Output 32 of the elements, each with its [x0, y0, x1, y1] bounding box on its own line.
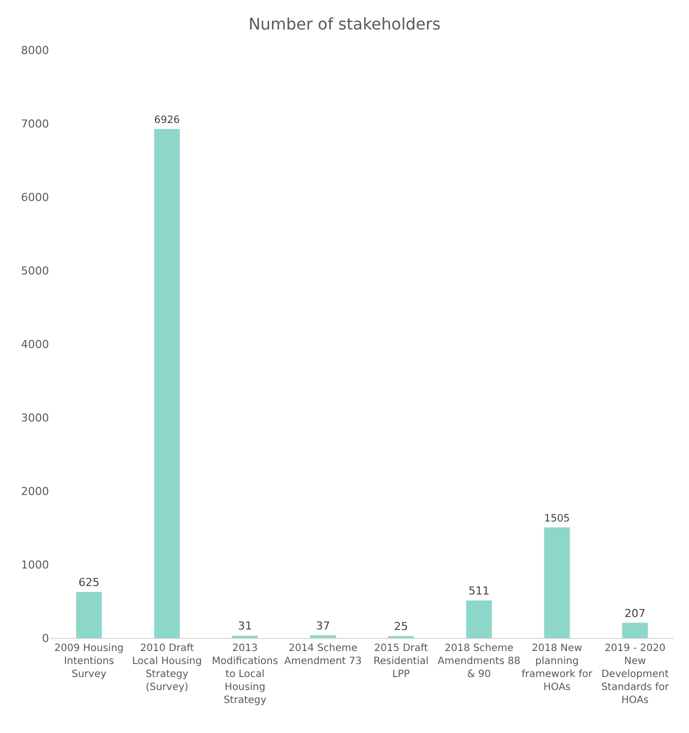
- bar: [544, 527, 570, 638]
- y-tick-label: 0: [42, 632, 49, 645]
- bar: [622, 622, 648, 638]
- bar: [310, 635, 336, 638]
- bar: [154, 128, 180, 638]
- x-tick-label: 2018 New planning framework for HOAs: [522, 643, 594, 693]
- data-label: 31: [238, 620, 252, 633]
- x-tick-label: 2013 Modifications to Local Housing Strategy: [212, 643, 278, 706]
- data-label: 1505: [544, 514, 570, 525]
- x-tick-label: 2010 Draft Local Housing Strategy (Survey): [132, 643, 202, 693]
- data-label: 625: [78, 576, 100, 590]
- bar: [76, 592, 102, 638]
- chart-title: Number of stakeholders: [248, 14, 441, 34]
- y-tick-label: 3000: [21, 411, 49, 424]
- y-tick-label: 5000: [21, 264, 49, 278]
- x-tick-label: 2009 Housing Intentions Survey: [54, 643, 124, 680]
- data-label: 207: [624, 606, 646, 620]
- x-tick-label: 2018 Scheme Amendments 88 & 90: [438, 643, 520, 680]
- x-tick-label: 2019 - 2020 New Development Standards for HOAs: [601, 643, 670, 706]
- data-label: 6926: [154, 115, 180, 126]
- data-label: 25: [394, 620, 408, 633]
- data-label: 37: [316, 619, 330, 632]
- bar: [466, 600, 492, 638]
- y-tick-label: 7000: [21, 117, 49, 130]
- y-tick-label: 6000: [21, 190, 49, 204]
- y-tick-label: 2000: [21, 484, 49, 498]
- x-tick-label: 2014 Scheme Amendment 73: [284, 643, 362, 667]
- y-tick-label: 8000: [21, 44, 49, 57]
- data-label: 511: [468, 584, 490, 598]
- y-tick-label: 1000: [21, 558, 49, 572]
- x-tick-label: 2015 Draft Residential LPP: [373, 643, 429, 680]
- y-tick-label: 4000: [21, 338, 49, 351]
